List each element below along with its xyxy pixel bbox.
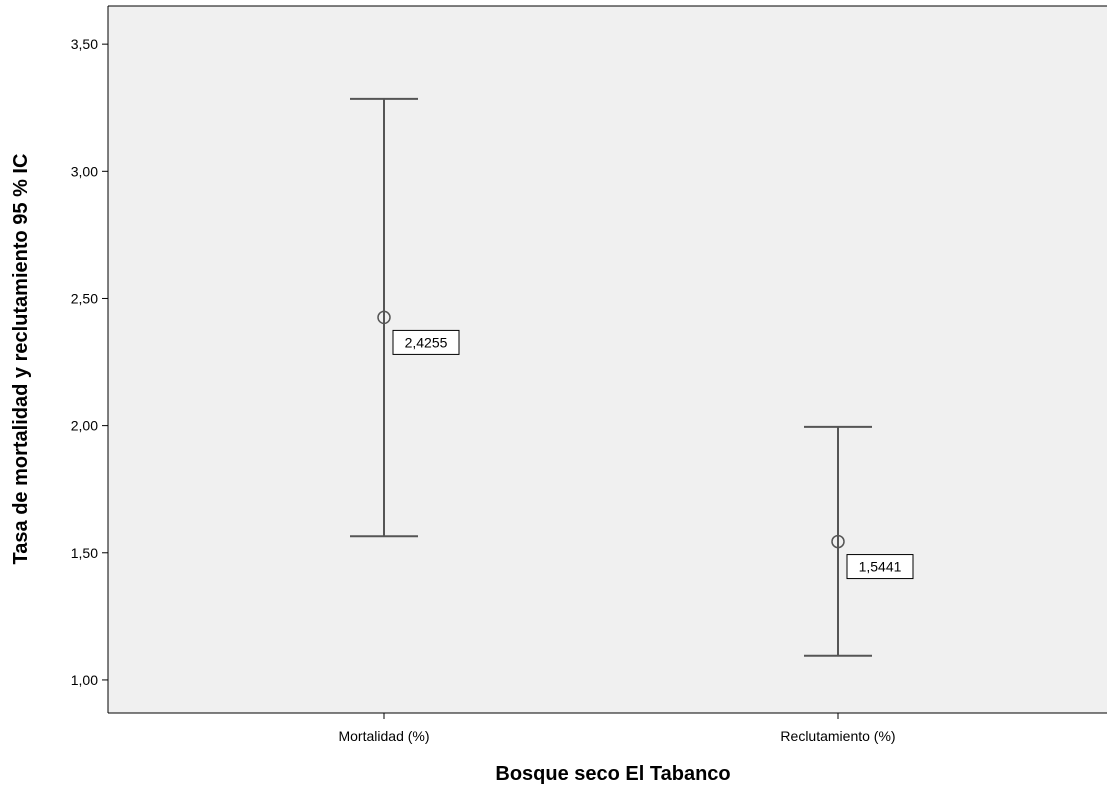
- y-tick-label: 3,00: [71, 163, 98, 179]
- data-label: 1,5441: [859, 559, 902, 575]
- y-tick-label: 1,00: [71, 672, 98, 688]
- x-tick-label: Reclutamiento (%): [780, 728, 895, 744]
- data-label-box: [846, 554, 914, 580]
- x-axis-title: Bosque seco El Tabanco: [495, 763, 730, 785]
- y-tick-label: 2,50: [71, 290, 98, 306]
- mean-point: [831, 534, 845, 549]
- y-tick-label: 1,50: [71, 545, 98, 561]
- plot-area: [108, 6, 1107, 713]
- mean-point: [377, 310, 391, 325]
- y-ticks: 1,00 1,50 2,00 2,50 3,00 3,50: [71, 36, 108, 688]
- x-tick-label: Mortalidad (%): [338, 728, 429, 744]
- y-tick-label: 2,00: [71, 418, 98, 434]
- x-ticks: Mortalidad (%) Reclutamiento (%): [338, 713, 896, 744]
- data-label: 2,4255: [405, 334, 448, 350]
- error-bars: 2,4255 1,5441: [350, 97, 914, 657]
- y-tick-label: 3,50: [71, 36, 98, 52]
- y-axis-title: Tasa de mortalidad y reclutamiento 95 % …: [10, 154, 32, 565]
- data-label-box: [392, 329, 460, 355]
